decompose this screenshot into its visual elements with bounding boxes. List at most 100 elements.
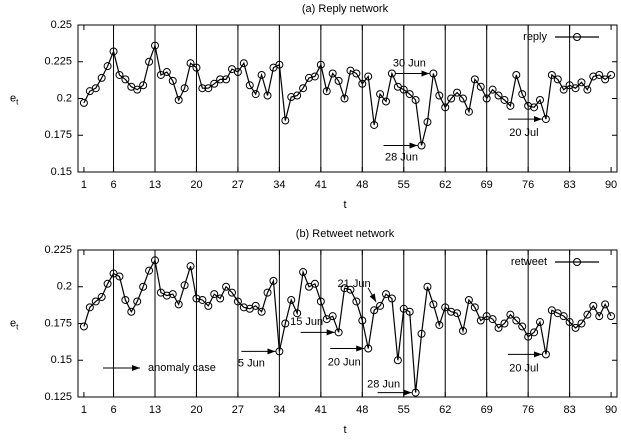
data-point bbox=[536, 95, 544, 104]
data-point bbox=[186, 59, 195, 68]
data-point bbox=[583, 85, 592, 94]
x-tick-label: 69 bbox=[481, 404, 493, 416]
data-point bbox=[423, 118, 432, 127]
data-point bbox=[210, 79, 219, 88]
data-point bbox=[411, 388, 420, 397]
legend-label: reply bbox=[523, 31, 547, 43]
data-point bbox=[488, 315, 497, 324]
y-tick-label: 0.15 bbox=[51, 166, 72, 178]
data-point bbox=[524, 332, 533, 341]
data-point bbox=[553, 75, 562, 84]
data-point bbox=[139, 81, 148, 90]
data-point bbox=[305, 73, 313, 82]
data-point bbox=[79, 98, 88, 107]
data-point bbox=[376, 301, 385, 310]
data-point bbox=[577, 319, 586, 328]
x-tick-label: 41 bbox=[315, 404, 327, 416]
y-tick-label: 0.175 bbox=[44, 317, 72, 329]
data-point bbox=[85, 303, 94, 312]
data-point bbox=[476, 82, 485, 91]
data-point bbox=[524, 101, 533, 110]
data-point bbox=[429, 69, 438, 78]
annotation: 21 Jun bbox=[338, 278, 371, 290]
data-point bbox=[358, 316, 367, 325]
x-tick-label: 27 bbox=[232, 404, 244, 416]
data-point bbox=[145, 266, 154, 275]
data-point bbox=[257, 70, 266, 79]
data-point bbox=[541, 350, 550, 359]
data-point bbox=[222, 282, 231, 291]
data-point bbox=[382, 97, 390, 106]
data-point bbox=[151, 41, 159, 50]
data-point bbox=[595, 312, 604, 321]
data-point bbox=[334, 76, 343, 85]
data-point bbox=[547, 70, 556, 79]
x-tick-label: 62 bbox=[439, 179, 451, 191]
data-point bbox=[536, 318, 544, 327]
data-point bbox=[589, 301, 598, 310]
data-point bbox=[364, 72, 373, 81]
data-point bbox=[233, 68, 242, 77]
data-point bbox=[310, 72, 319, 81]
data-point bbox=[494, 91, 503, 100]
data-point bbox=[204, 301, 213, 310]
data-point bbox=[162, 68, 171, 77]
data-point bbox=[251, 301, 260, 310]
data-point bbox=[275, 60, 284, 69]
data-point bbox=[506, 310, 515, 319]
data-point bbox=[518, 90, 527, 99]
data-point bbox=[541, 115, 550, 124]
data-point bbox=[281, 116, 290, 125]
x-tick-label: 55 bbox=[398, 179, 410, 191]
data-point bbox=[429, 300, 438, 309]
data-point bbox=[239, 303, 248, 312]
chart-title: (b) Retweet network bbox=[296, 228, 395, 240]
data-point bbox=[162, 291, 171, 300]
data-point bbox=[571, 323, 580, 332]
data-point bbox=[447, 307, 456, 316]
data-point bbox=[518, 322, 527, 331]
data-point bbox=[417, 141, 426, 150]
y-axis-label-base: e bbox=[10, 317, 16, 329]
data-point bbox=[464, 295, 473, 304]
data-point bbox=[370, 306, 379, 315]
data-point bbox=[91, 84, 100, 93]
data-point bbox=[358, 79, 367, 88]
y-tick-label: 0.2 bbox=[57, 281, 72, 293]
data-point bbox=[109, 47, 118, 56]
data-point bbox=[500, 319, 509, 328]
data-point bbox=[216, 75, 225, 84]
y-axis-label: et bbox=[10, 92, 19, 106]
data-point bbox=[127, 307, 136, 316]
data-point bbox=[133, 297, 142, 306]
data-point bbox=[233, 297, 242, 306]
data-point bbox=[423, 282, 432, 291]
data-point bbox=[577, 78, 586, 87]
x-tick-label: 1 bbox=[81, 404, 87, 416]
data-point bbox=[269, 276, 278, 285]
data-point bbox=[589, 72, 598, 81]
data-point bbox=[115, 70, 124, 79]
data-point bbox=[91, 297, 100, 306]
data-point bbox=[310, 279, 319, 288]
data-point bbox=[299, 84, 308, 93]
data-point bbox=[441, 103, 450, 112]
annotation: 20 Jul bbox=[509, 362, 538, 374]
data-point bbox=[222, 75, 231, 84]
x-tick-label: 34 bbox=[273, 404, 285, 416]
data-point bbox=[121, 75, 130, 84]
data-point bbox=[204, 84, 213, 93]
data-point bbox=[180, 84, 189, 93]
data-point bbox=[482, 94, 491, 103]
data-point bbox=[405, 307, 414, 316]
data-point bbox=[198, 295, 207, 304]
y-axis-label-sub: t bbox=[16, 323, 19, 332]
data-point bbox=[565, 318, 574, 327]
annotation: 15 Jun bbox=[290, 316, 323, 328]
legend-label: retweet bbox=[511, 256, 547, 268]
data-point bbox=[263, 288, 272, 297]
annotation: 28 Jun bbox=[367, 378, 400, 390]
chart-title: (a) Reply network bbox=[302, 3, 389, 15]
